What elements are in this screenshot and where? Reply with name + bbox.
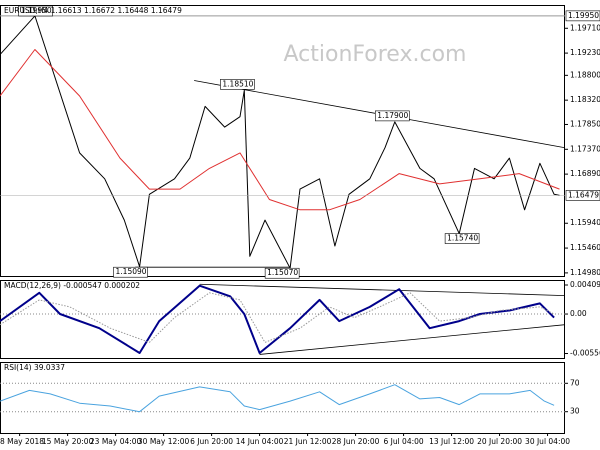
annotation-label: 1.15740 bbox=[447, 234, 478, 243]
series-line bbox=[0, 292, 555, 343]
current-price-label: 1.16479 bbox=[568, 190, 599, 199]
y-tick-label: 1.14980 bbox=[570, 268, 600, 277]
x-tick-label: 15 May 20:00 bbox=[42, 437, 94, 446]
annotation-label: 1.18510 bbox=[222, 79, 253, 88]
annotation-box bbox=[264, 267, 300, 279]
x-tick-label: 14 Jun 04:00 bbox=[236, 437, 284, 446]
watermark: ActionForex.com bbox=[284, 42, 467, 67]
annotation-box bbox=[18, 5, 53, 17]
annotation-box bbox=[113, 266, 148, 278]
y-tick-label: 1.19230 bbox=[570, 48, 600, 57]
price-box bbox=[565, 190, 600, 201]
panel-title: MACD(12,26,9) -0.000547 0.000202 bbox=[4, 281, 140, 290]
y-tick-label: 0.00 bbox=[570, 309, 587, 318]
panel-frame bbox=[0, 5, 565, 277]
y-tick-label: 1.18320 bbox=[570, 95, 600, 104]
trendline bbox=[199, 283, 566, 296]
x-tick-label: 21 Jun 12:00 bbox=[284, 437, 332, 446]
x-tick-label: 13 Jul 12:00 bbox=[429, 437, 474, 446]
annotation-label: 1.15090 bbox=[116, 267, 147, 276]
y-tick-label: 0.004094 bbox=[570, 280, 600, 289]
series-line bbox=[0, 15, 560, 269]
y-tick-label: 1.18800 bbox=[570, 70, 600, 79]
price-box-label: 1.19950 bbox=[568, 11, 599, 20]
series-line bbox=[0, 49, 560, 211]
panel-title: EURUSD,H4 1.16613 1.16672 1.16448 1.1647… bbox=[4, 6, 182, 15]
panel-title: RSI(14) 39.0337 bbox=[4, 363, 65, 372]
x-tick-label: 23 May 04:00 bbox=[90, 437, 142, 446]
y-tick-label: 70 bbox=[570, 378, 580, 387]
y-tick-label: 1.16890 bbox=[570, 169, 600, 178]
annotation-label: 1.17900 bbox=[377, 111, 408, 120]
panel-frame bbox=[0, 280, 565, 359]
x-tick-label: 28 Jun 20:00 bbox=[332, 437, 380, 446]
panel-frame bbox=[0, 362, 565, 434]
trendline bbox=[259, 324, 566, 355]
y-tick-label: 1.17370 bbox=[570, 144, 600, 153]
price-box bbox=[565, 10, 600, 22]
annotation-label: 1.15070 bbox=[267, 268, 298, 277]
y-tick-label: 1.19710 bbox=[570, 23, 600, 32]
x-tick-label: 8 May 2018 bbox=[0, 437, 44, 446]
y-tick-label: -0.005568 bbox=[570, 349, 600, 358]
annotation-box bbox=[375, 110, 410, 122]
series-line bbox=[0, 284, 555, 354]
y-tick-label: 1.15460 bbox=[570, 243, 600, 252]
x-tick-label: 30 Jul 04:00 bbox=[525, 437, 570, 446]
y-tick-label: 1.15940 bbox=[570, 218, 600, 227]
y-tick-label: 30 bbox=[570, 407, 580, 416]
annotation-box bbox=[444, 233, 480, 244]
x-tick-label: 6 Jun 20:00 bbox=[190, 437, 233, 446]
x-tick-label: 20 Jul 20:00 bbox=[477, 437, 522, 446]
annotation-label: 1.19950 bbox=[21, 6, 52, 15]
y-tick-label: 1.17850 bbox=[570, 119, 600, 128]
series-line bbox=[0, 384, 555, 413]
x-tick-label: 6 Jul 04:00 bbox=[383, 437, 423, 446]
annotation-box bbox=[220, 79, 255, 90]
x-tick-label: 30 May 12:00 bbox=[138, 437, 190, 446]
